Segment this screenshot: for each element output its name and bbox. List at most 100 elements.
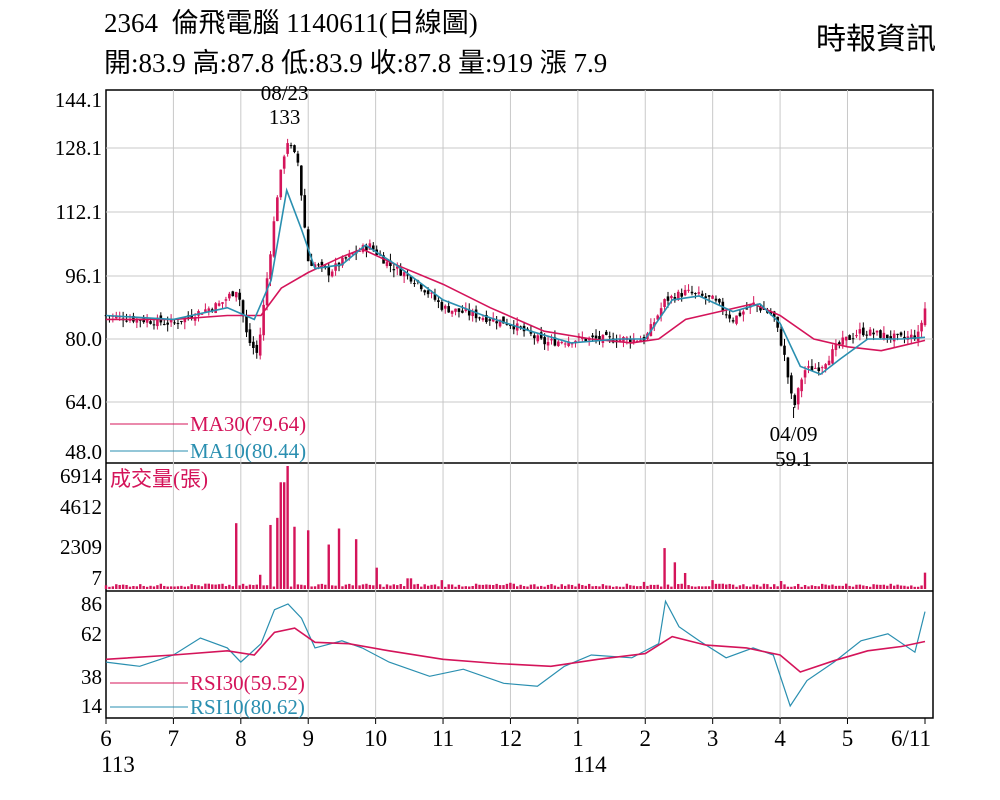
volume-bar bbox=[118, 584, 121, 589]
volume-bar bbox=[231, 586, 234, 589]
volume-bar bbox=[454, 586, 457, 589]
volume-bar bbox=[581, 585, 584, 589]
volume-bar bbox=[526, 586, 529, 589]
candle-body bbox=[690, 291, 694, 294]
volume-bar bbox=[378, 584, 382, 589]
volume-bar bbox=[426, 585, 430, 589]
candle-body bbox=[351, 253, 355, 255]
volume-bar bbox=[204, 583, 207, 589]
volume-bar bbox=[324, 584, 327, 589]
candle-body bbox=[450, 310, 454, 314]
candle-body bbox=[142, 318, 145, 323]
volume-bar bbox=[159, 583, 163, 589]
candle-body bbox=[190, 315, 193, 319]
candle-body bbox=[437, 300, 440, 302]
volume-bar bbox=[574, 586, 577, 589]
candle-body bbox=[704, 296, 707, 298]
candle-body bbox=[656, 315, 660, 320]
volume-bar bbox=[444, 586, 447, 589]
legend-label: RSI10(80.62) bbox=[190, 695, 305, 719]
volume-bar bbox=[183, 586, 187, 589]
volume-bar bbox=[200, 586, 204, 589]
volume-bar bbox=[255, 584, 258, 589]
candle-body bbox=[502, 316, 505, 324]
candle-body bbox=[210, 309, 214, 311]
candle-body bbox=[327, 266, 331, 276]
volume-bar bbox=[769, 586, 772, 589]
volume-bar bbox=[293, 526, 296, 589]
candle-body bbox=[341, 257, 344, 266]
volume-bar bbox=[879, 584, 882, 589]
candle-body bbox=[485, 314, 488, 323]
candle-body bbox=[169, 319, 173, 323]
volume-bar bbox=[711, 580, 714, 589]
candle-body bbox=[162, 324, 166, 326]
candle-body bbox=[193, 317, 197, 321]
volume-bar bbox=[687, 585, 690, 589]
candle-body bbox=[464, 308, 468, 311]
candle-body bbox=[738, 312, 742, 316]
volume-bar bbox=[892, 585, 896, 589]
volume-bar bbox=[731, 584, 735, 589]
stock-name: 倫飛電腦 bbox=[171, 8, 280, 38]
volume-bar bbox=[375, 567, 378, 589]
volume-bar bbox=[468, 586, 471, 589]
candle-body bbox=[800, 379, 803, 392]
candle-body bbox=[478, 317, 481, 319]
chart-title: 2364 倫飛電腦 1140611(日線圖) bbox=[104, 8, 478, 38]
candle-body bbox=[440, 302, 444, 310]
volume-bar bbox=[701, 586, 704, 589]
candle-body bbox=[509, 325, 512, 327]
volume-bar bbox=[601, 584, 605, 589]
candle-body bbox=[827, 360, 831, 366]
volume-y-tick-label: 2309 bbox=[60, 535, 102, 559]
candle-body bbox=[920, 322, 923, 332]
x-tick-label: 2 bbox=[640, 726, 652, 751]
volume-bar bbox=[495, 583, 498, 589]
candle-body bbox=[851, 338, 855, 340]
volume-bar bbox=[824, 584, 827, 589]
x-year-label: 113 bbox=[101, 752, 135, 777]
candle-body bbox=[526, 328, 529, 330]
volume-bar bbox=[365, 583, 368, 589]
candle-body bbox=[790, 375, 793, 394]
y-tick-label: 64.0 bbox=[65, 390, 102, 414]
candle-body bbox=[200, 313, 204, 315]
candle-body bbox=[389, 260, 392, 266]
candle-body bbox=[214, 303, 217, 314]
candle-body bbox=[279, 169, 283, 198]
volume-bar bbox=[207, 583, 211, 589]
volume-bar bbox=[844, 583, 848, 589]
volume-bar bbox=[903, 585, 906, 589]
volume-bar bbox=[358, 585, 361, 589]
volume-bar bbox=[642, 581, 646, 589]
volume-bar bbox=[104, 585, 108, 589]
volume-bar bbox=[567, 584, 570, 589]
candle-body bbox=[652, 322, 656, 327]
candle-body bbox=[680, 293, 683, 297]
candle-body bbox=[824, 364, 827, 369]
candle-body bbox=[889, 336, 893, 339]
volume-bar bbox=[279, 482, 282, 589]
volume-bar bbox=[509, 582, 512, 589]
volume-bar bbox=[916, 586, 920, 589]
candle-body bbox=[820, 367, 824, 369]
y-tick-label: 128.1 bbox=[55, 136, 102, 160]
y-tick-label: 48.0 bbox=[65, 440, 102, 464]
candle-body bbox=[471, 311, 474, 317]
y-tick-label: 144.1 bbox=[55, 88, 102, 112]
candle-body bbox=[632, 338, 636, 343]
candle-body bbox=[234, 291, 238, 298]
candle-body bbox=[409, 276, 413, 282]
volume-bar bbox=[516, 586, 519, 589]
candle-body bbox=[536, 335, 540, 342]
volume-bar bbox=[430, 584, 433, 589]
candle-body bbox=[865, 334, 869, 336]
candle-body bbox=[872, 332, 875, 335]
volume-bar bbox=[718, 583, 721, 589]
volume-bar bbox=[272, 586, 276, 589]
volume-bar bbox=[265, 585, 269, 589]
candle-body bbox=[152, 324, 156, 326]
volume-bar bbox=[793, 586, 796, 589]
